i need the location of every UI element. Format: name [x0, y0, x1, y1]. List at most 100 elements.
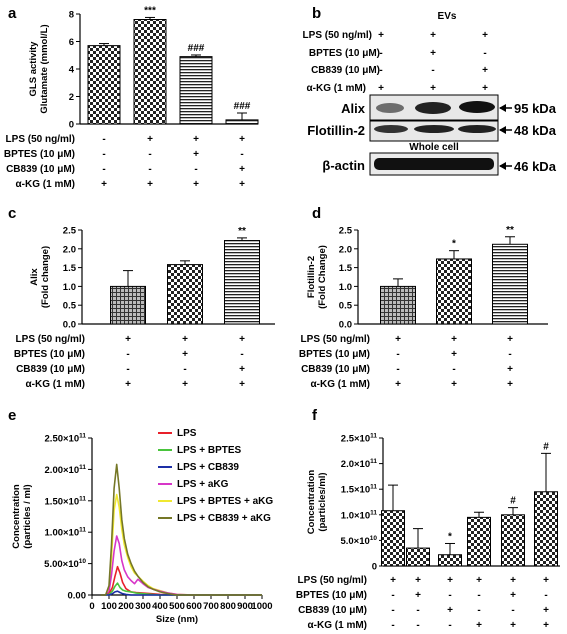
- condition-sign: -: [477, 605, 480, 616]
- condition-sign: -: [511, 605, 514, 616]
- condition-sign: +: [239, 134, 245, 145]
- x-tick-label: 100: [101, 601, 117, 612]
- condition-sign: +: [147, 134, 153, 145]
- condition-sign: -: [194, 164, 197, 175]
- blot-band-name-alix: Alix: [341, 101, 366, 116]
- y-tick-label: 5.0×1010: [340, 535, 377, 547]
- y-axis-label: Concentration(particles / ml): [11, 484, 33, 549]
- condition-sign: +: [543, 575, 549, 586]
- condition-sign: +: [543, 605, 549, 616]
- condition-sign: -: [391, 620, 394, 631]
- y-tick-label: 2.0: [339, 244, 352, 255]
- blot-condition-sign: +: [482, 30, 488, 41]
- blot-size-flotillin: 48 kDa: [514, 123, 557, 138]
- condition-sign: +: [239, 164, 245, 175]
- significance-label: **: [238, 226, 246, 237]
- y-tick-label: 0.0: [339, 320, 352, 331]
- blot-label-lps: LPS (50 ng/ml): [303, 30, 372, 41]
- condition-sign: +: [193, 179, 199, 190]
- legend-entry: LPS + aKG: [177, 479, 229, 490]
- condition-sign: +: [395, 379, 401, 390]
- condition-sign: -: [102, 149, 105, 160]
- bar: [501, 514, 525, 567]
- band-alix-3: [459, 101, 495, 113]
- y-tick-label: 0.0: [63, 320, 76, 331]
- blot-condition-sign: +: [482, 65, 488, 76]
- blot-label-cb839: CB839 (10 μM): [311, 65, 380, 76]
- condition-sign: -: [448, 620, 451, 631]
- panel-letter-f: f: [312, 407, 318, 424]
- series-line: [100, 463, 262, 596]
- blot-condition-sign: +: [430, 30, 436, 41]
- condition-sign: +: [182, 349, 188, 360]
- condition-sign: +: [147, 179, 153, 190]
- blot-condition-sign: -: [379, 48, 382, 59]
- bar: [534, 491, 558, 567]
- y-axis-label: Alix(Fold change): [29, 246, 51, 308]
- band-flot-3: [458, 125, 496, 133]
- y-tick-label: 1.0×1011: [341, 509, 378, 521]
- significance-label: **: [506, 225, 514, 236]
- condition-sign: +: [415, 590, 421, 601]
- significance-label: ###: [234, 101, 251, 112]
- condition-sign: -: [477, 590, 480, 601]
- bar: [225, 119, 259, 125]
- series-line: [100, 493, 262, 596]
- bar: [167, 264, 203, 325]
- legend-entry: LPS + CB839 + aKG: [177, 513, 271, 524]
- condition-sign: +: [543, 620, 549, 631]
- blot-band-name-flotillin: Flotillin-2: [307, 123, 365, 138]
- condition-sign: -: [452, 364, 455, 375]
- band-alix-2: [415, 102, 451, 114]
- x-tick-label: 500: [169, 601, 185, 612]
- arrow-icon: [499, 104, 512, 112]
- y-tick-label: 4: [69, 65, 75, 76]
- blot-label-bptes: BPTES (10 μM): [309, 48, 380, 59]
- condition-sign: -: [240, 149, 243, 160]
- bar: [179, 56, 213, 125]
- chart-panel-d: 0.0 0.5 1.0 1.5 2.0 2.5 Flotillin-2(Fold Chang…: [299, 225, 548, 390]
- legend-entry: LPS: [177, 428, 197, 439]
- significance-label: #: [510, 496, 516, 507]
- condition-sign: +: [476, 575, 482, 586]
- treatment-label-cb839: CB839 (10 μM): [301, 364, 370, 375]
- blot-condition-sign: -: [379, 65, 382, 76]
- blot-band-name-actin: β-actin: [322, 158, 365, 173]
- x-tick-label: 300: [135, 601, 151, 612]
- x-tick-label: 800: [220, 601, 236, 612]
- y-axis-label: Concentration(particles/ml): [306, 470, 328, 535]
- y-tick-label: 2.00×1011: [45, 464, 87, 476]
- series-line: [100, 590, 262, 596]
- treatment-label-lps: LPS (50 ng/ml): [301, 334, 370, 345]
- y-tick-label: 2.0×1011: [341, 458, 378, 470]
- condition-sign: -: [416, 620, 419, 631]
- bar: [224, 240, 260, 325]
- arrow-icon: [499, 162, 512, 170]
- legend-entry: LPS + BPTES + aKG: [177, 496, 273, 507]
- condition-sign: -: [126, 364, 129, 375]
- y-tick-label: 1.0: [63, 282, 76, 293]
- y-tick-label: 2: [69, 92, 74, 103]
- condition-sign: -: [391, 590, 394, 601]
- condition-sign: -: [544, 590, 547, 601]
- condition-sign: +: [510, 590, 516, 601]
- x-tick-label: 200: [118, 601, 134, 612]
- bar: [380, 285, 416, 325]
- legend-entry: LPS + BPTES: [177, 445, 242, 456]
- condition-sign: +: [239, 179, 245, 190]
- condition-sign: +: [239, 379, 245, 390]
- y-tick-label: 1.00×1011: [45, 527, 87, 539]
- treatment-label-cb839: CB839 (10 μM): [298, 605, 367, 616]
- x-tick-label: 0: [89, 601, 94, 612]
- y-tick-label: 8: [69, 10, 74, 21]
- condition-sign: +: [451, 334, 457, 345]
- x-tick-label: 600: [186, 601, 202, 612]
- western-blot-panel: EVs LPS (50 ng/ml) BPTES (10 μM) CB839 (…: [303, 11, 557, 176]
- condition-sign: +: [447, 575, 453, 586]
- condition-sign: +: [510, 620, 516, 631]
- condition-sign: +: [415, 575, 421, 586]
- blot-label-akg: α-KG (1 mM): [307, 83, 366, 94]
- x-tick-label: 400: [152, 601, 168, 612]
- panel-letter-c: c: [8, 205, 16, 222]
- y-tick-label: 0.5: [63, 301, 77, 312]
